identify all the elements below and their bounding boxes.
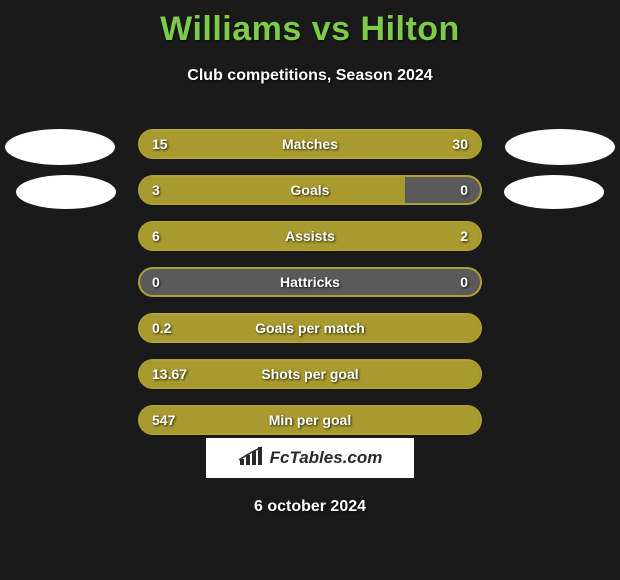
stat-label: Hattricks — [280, 274, 340, 290]
page-subtitle: Club competitions, Season 2024 — [0, 67, 620, 85]
stat-row-matches: 15 Matches 30 — [138, 129, 482, 159]
page-title: Williams vs Hilton — [0, 0, 620, 49]
stat-row-spg: 13.67 Shots per goal — [138, 359, 482, 389]
stat-left-value: 0.2 — [152, 320, 171, 336]
stat-row-mpg: 547 Min per goal — [138, 405, 482, 435]
stat-label: Shots per goal — [261, 366, 358, 382]
stat-right-value: 0 — [460, 182, 468, 198]
player-right-ellipse-1 — [505, 129, 615, 165]
bar-left-fill — [140, 223, 395, 249]
bar-left-fill — [140, 177, 405, 203]
stat-right-value: 2 — [460, 228, 468, 244]
stat-right-value: 0 — [460, 274, 468, 290]
stat-label: Assists — [285, 228, 335, 244]
stat-left-value: 3 — [152, 182, 160, 198]
logo-text: FcTables.com — [270, 448, 383, 468]
stat-label: Min per goal — [269, 412, 351, 428]
player-left-ellipse-1 — [5, 129, 115, 165]
stat-left-value: 13.67 — [152, 366, 187, 382]
stat-left-value: 547 — [152, 412, 175, 428]
stat-row-gpm: 0.2 Goals per match — [138, 313, 482, 343]
date-text: 6 october 2024 — [254, 498, 366, 516]
bar-chart-icon — [238, 445, 264, 472]
stat-left-value: 6 — [152, 228, 160, 244]
stat-right-value: 30 — [452, 136, 468, 152]
player-right-ellipse-2 — [504, 175, 604, 209]
player-left-ellipse-2 — [16, 175, 116, 209]
stat-row-assists: 6 Assists 2 — [138, 221, 482, 251]
stat-left-value: 0 — [152, 274, 160, 290]
stat-row-goals: 3 Goals 0 — [138, 175, 482, 205]
logo-box: FcTables.com — [206, 438, 414, 478]
stat-row-hattricks: 0 Hattricks 0 — [138, 267, 482, 297]
stat-bars: 15 Matches 30 3 Goals 0 6 Assists 2 0 Ha… — [138, 129, 482, 451]
stat-label: Goals — [291, 182, 330, 198]
stat-label: Matches — [282, 136, 338, 152]
stat-left-value: 15 — [152, 136, 168, 152]
stat-label: Goals per match — [255, 320, 365, 336]
